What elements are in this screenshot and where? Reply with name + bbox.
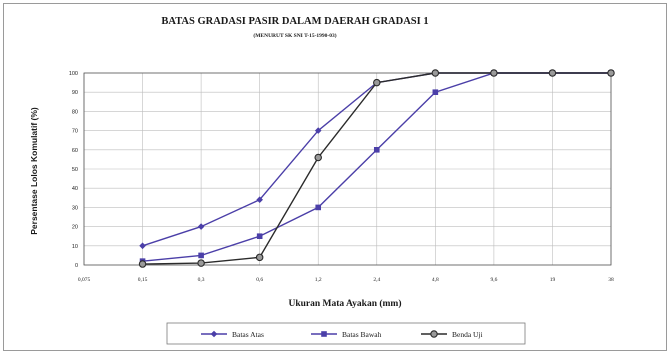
chart-frame: BATAS GRADASI PASIR DALAM DAERAH GRADASI… <box>3 3 667 351</box>
legend-box <box>166 322 526 345</box>
x-tick-label: 0,075 <box>78 277 91 283</box>
y-axis-label: Persentase Lolos Komulatif (%) <box>29 107 39 235</box>
benda-uji-point <box>373 78 381 87</box>
benda-uji-point <box>490 69 498 77</box>
x-tick-label: 9,6 <box>490 277 497 283</box>
batas-bawah-point <box>373 147 380 153</box>
chart-title: BATAS GRADASI PASIR DALAM DAERAH GRADASI… <box>161 16 428 27</box>
batas-bawah-point <box>432 89 439 95</box>
legend-label-batas-bawah: Batas Bawah <box>342 330 382 339</box>
legend-label-benda-uji: Benda Uji <box>452 330 483 339</box>
legend-batas-atas-point <box>210 330 218 338</box>
benda-uji-point <box>607 69 615 77</box>
y-tick-label: 20 <box>72 225 78 231</box>
y-tick-label: 90 <box>72 90 78 96</box>
x-axis-ticks: 0,075 0,15 0,3 0,6 1,2 2,4 4,8 9,6 19 38 <box>78 277 614 283</box>
chart-svg: BATAS GRADASI PASIR DALAM DAERAH GRADASI… <box>29 16 615 345</box>
y-tick-label: 30 <box>72 205 78 211</box>
y-axis-ticks: 0 10 20 30 40 50 60 70 80 90 100 <box>69 71 78 269</box>
batas-atas-point <box>256 196 263 204</box>
legend: Batas Atas Batas Bawah Benda Uji <box>166 322 526 345</box>
benda-uji-point <box>548 69 557 77</box>
y-tick-label: 80 <box>72 109 78 115</box>
y-tick-label: 10 <box>72 244 78 250</box>
x-tick-label: 0,3 <box>198 277 205 283</box>
batas-atas-point <box>314 127 322 134</box>
benda-uji-series <box>138 69 615 268</box>
benda-uji-point <box>138 260 147 268</box>
x-tick-label: 38 <box>608 277 614 283</box>
y-tick-label: 50 <box>72 167 78 173</box>
batas-atas-point <box>197 223 205 230</box>
x-tick-label: 0,15 <box>138 277 148 283</box>
batas-bawah-point <box>315 204 322 211</box>
x-tick-label: 0,6 <box>256 277 263 283</box>
x-tick-label: 2,4 <box>373 277 380 283</box>
grid-lines <box>83 72 612 266</box>
y-tick-label: 100 <box>69 71 78 77</box>
x-axis-label: Ukuran Mata Ayakan (mm) <box>288 298 401 309</box>
x-tick-label: 1,2 <box>315 277 322 283</box>
y-tick-label: 0 <box>75 263 78 269</box>
benda-uji-point <box>431 69 440 77</box>
benda-uji-point <box>314 153 322 162</box>
chart-subtitle: (MENURUT SK SNI T-15-1990-03) <box>253 32 336 39</box>
series-group <box>138 69 615 268</box>
x-tick-label: 19 <box>550 277 556 283</box>
legend-batas-bawah-point <box>321 331 327 337</box>
batas-bawah-point <box>198 252 204 259</box>
x-tick-label: 4,8 <box>432 277 439 283</box>
benda-uji-point <box>197 259 205 267</box>
legend-label-batas-atas: Batas Atas <box>232 330 264 339</box>
plot-area <box>83 72 612 266</box>
benda-uji-point <box>255 253 264 262</box>
legend-benda-uji-point <box>430 330 438 338</box>
batas-bawah-point <box>256 233 263 239</box>
y-tick-label: 60 <box>72 148 78 154</box>
y-tick-label: 70 <box>72 129 78 135</box>
batas-atas-point <box>139 242 146 250</box>
y-tick-label: 40 <box>72 186 78 192</box>
